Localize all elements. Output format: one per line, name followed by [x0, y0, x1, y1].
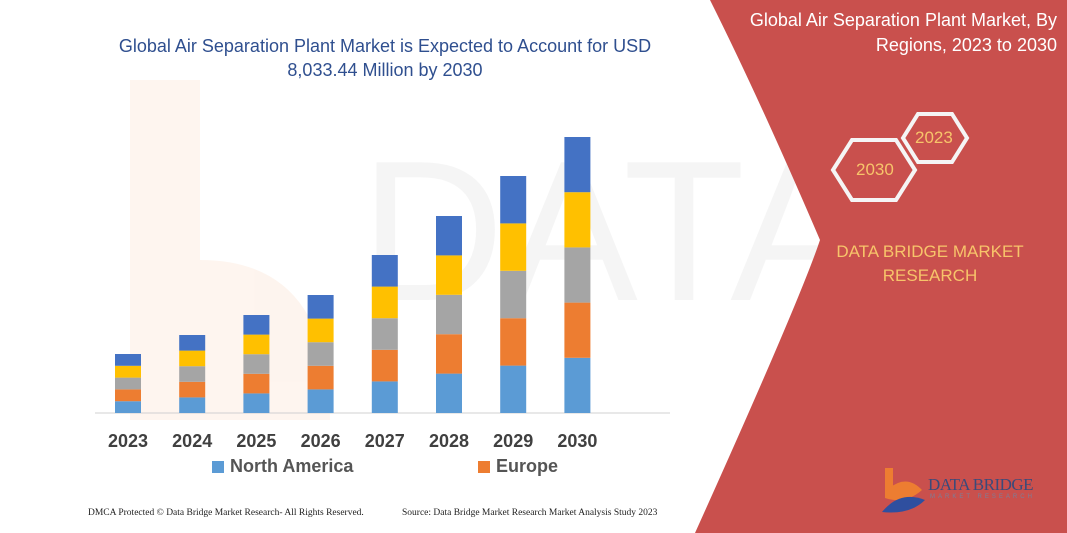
x-tick-label: 2028 — [429, 431, 469, 451]
bar-segment-2029-north-america — [500, 365, 527, 413]
bar-segment-2024-series-5 — [179, 335, 206, 351]
x-tick-label: 2025 — [236, 431, 276, 451]
bars — [115, 137, 591, 413]
legend-swatch — [478, 460, 490, 473]
bar-segment-2023-north-america — [115, 401, 141, 413]
bar-segment-2024-europe — [179, 381, 206, 398]
bar-segment-2026-series-4 — [307, 318, 334, 343]
x-tick-label: 2024 — [172, 431, 212, 451]
legend-label: Europe — [496, 456, 559, 476]
x-tick-labels: 2023 2024 2025 2026 2027 2028 2029 2030 — [108, 431, 597, 451]
hexagon-2023 — [830, 112, 970, 202]
legend-swatch — [212, 460, 224, 473]
side-panel-title: Global Air Separation Plant Market, By R… — [749, 10, 1057, 55]
logo-icon — [882, 468, 925, 513]
bar-segment-2025-north-america — [243, 393, 270, 413]
bar-segment-2023-europe — [115, 389, 141, 402]
bar-segment-2030-series-4 — [564, 192, 591, 248]
x-tick-label: 2027 — [365, 431, 405, 451]
bar-segment-2027-series-4 — [371, 286, 398, 319]
bar-segment-2028-series-4 — [436, 255, 462, 295]
legend-item-europe: Europe — [478, 456, 558, 477]
bar-segment-2026-north-america — [307, 389, 334, 413]
bar-segment-2028-europe — [436, 334, 462, 374]
bar-segment-2025-europe — [243, 373, 270, 394]
bar-segment-2030-series-3 — [564, 247, 591, 303]
bar-segment-2023-series-3 — [115, 377, 141, 390]
footer-copyright: DMCA Protected © Data Bridge Market Rese… — [88, 508, 364, 518]
bar-segment-2029-series-3 — [500, 270, 527, 319]
hex-label-2030: 2030 — [856, 160, 894, 179]
logo-subtext: MARKET RESEARCH — [930, 494, 1035, 500]
bar-segment-2026-series-3 — [307, 342, 334, 366]
brand-text: DATA BRIDGE MARKET RESEARCH — [836, 242, 1024, 285]
bar-segment-2027-europe — [371, 349, 398, 382]
bar-segment-2028-north-america — [436, 373, 462, 413]
bar-segment-2025-series-5 — [243, 315, 270, 335]
bar-segment-2030-series-5 — [564, 137, 591, 193]
side-panel-shape — [695, 0, 1067, 533]
bar-segment-2027-north-america — [371, 381, 398, 413]
x-tick-label: 2029 — [493, 431, 533, 451]
bar-segment-2029-series-4 — [500, 223, 527, 271]
bar-segment-2024-north-america — [179, 397, 206, 413]
bar-segment-2028-series-3 — [436, 294, 462, 335]
bar-segment-2023-series-4 — [115, 365, 141, 378]
legend-item-north-america: North America — [212, 456, 353, 477]
bar-segment-2029-europe — [500, 318, 527, 366]
bar-segment-2030-europe — [564, 302, 591, 358]
bar-segment-2025-series-4 — [243, 334, 270, 355]
bar-segment-2024-series-4 — [179, 350, 206, 367]
x-tick-label: 2023 — [108, 431, 148, 451]
x-tick-label: 2026 — [301, 431, 341, 451]
legend-label: North America — [230, 456, 354, 476]
bar-segment-2026-series-5 — [307, 295, 334, 319]
bar-segment-2027-series-5 — [371, 255, 398, 287]
hex-label-2023: 2023 — [915, 128, 953, 147]
bar-segment-2026-europe — [307, 365, 334, 390]
logo-text: DATA BRIDGE — [928, 475, 1034, 494]
footer-source: Source: Data Bridge Market Research Mark… — [402, 508, 658, 518]
x-tick-label: 2030 — [557, 431, 597, 451]
bar-segment-2025-series-3 — [243, 354, 270, 374]
bar-segment-2028-series-5 — [436, 216, 462, 256]
bar-segment-2030-north-america — [564, 357, 591, 413]
bar-segment-2024-series-3 — [179, 366, 206, 382]
chart-title: Global Air Separation Plant Market is Ex… — [118, 36, 652, 80]
bar-segment-2027-series-3 — [371, 318, 398, 350]
bar-segment-2023-series-5 — [115, 354, 141, 366]
bar-segment-2029-series-5 — [500, 176, 527, 224]
